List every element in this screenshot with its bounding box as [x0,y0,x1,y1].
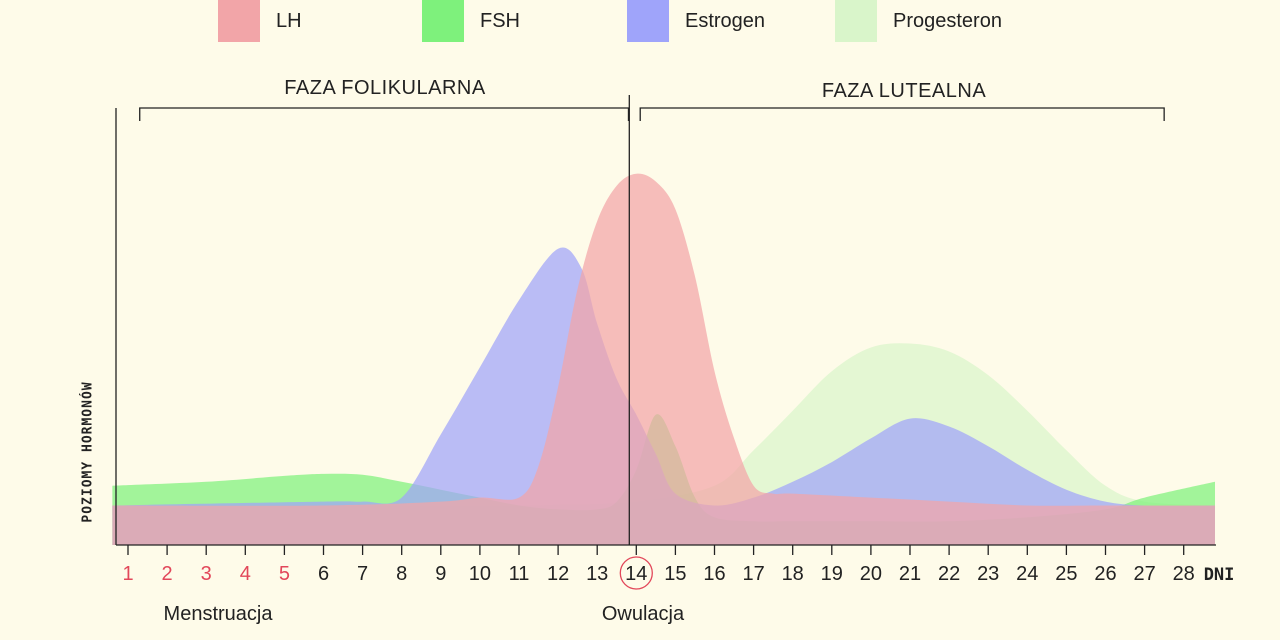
x-tick-label-19: 19 [821,563,843,585]
area-estrogen [112,247,1216,545]
x-tick-label-5: 5 [279,563,290,585]
x-tick-label-14: 14 [625,563,647,585]
x-tick-label-4: 4 [240,563,251,585]
x-tick-label-2: 2 [162,563,173,585]
legend-swatch-estrogen [627,0,669,42]
x-tick-label-23: 23 [977,563,999,585]
legend-swatch-progesteron [835,0,877,42]
x-tick-label-26: 26 [1094,563,1116,585]
phase-label-luteal: FAZA LUTEALNA [821,80,987,102]
x-tick-label-25: 25 [1055,563,1077,585]
x-tick-label-21: 21 [899,563,921,585]
x-tick-label-7: 7 [357,563,368,585]
legend-swatch-lh [218,0,260,42]
x-tick-label-1: 1 [122,563,133,585]
bottom-label-menstruation: Menstruacja [163,603,273,625]
x-tick-label-24: 24 [1016,563,1038,585]
x-tick-label-15: 15 [664,563,686,585]
x-tick-label-27: 27 [1133,563,1155,585]
legend-label-estrogen: Estrogen [685,10,766,32]
x-tick-label-6: 6 [318,563,329,585]
x-tick-label-12: 12 [547,563,569,585]
x-tick-label-9: 9 [435,563,446,585]
x-tick-label-20: 20 [860,563,882,585]
legend-label-progesteron: Progesteron [893,10,1002,32]
y-axis-title: POZIOMY HORMONÓW [80,381,96,523]
x-tick-label-13: 13 [586,563,608,585]
x-tick-label-17: 17 [742,563,764,585]
area-lh [112,173,1216,546]
phase-bracket-2 [639,107,1165,121]
x-tick-label-28: 28 [1173,563,1195,585]
phase-bracket-1 [139,107,630,121]
legend-label-lh: LH [276,10,302,32]
x-axis-title: DNI [1204,565,1235,585]
legend-swatch-fsh [422,0,464,42]
x-tick-label-16: 16 [703,563,725,585]
phase-label-follicular: FAZA FOLIKULARNA [284,77,486,99]
bottom-label-ovulation: Owulacja [601,603,685,625]
x-tick-label-3: 3 [201,563,212,585]
x-tick-label-18: 18 [782,563,804,585]
x-tick-label-11: 11 [509,563,530,585]
x-tick-label-8: 8 [396,563,407,585]
x-tick-label-10: 10 [469,563,491,585]
legend-label-fsh: FSH [480,10,520,32]
ovulation-day-circle [619,556,653,590]
x-tick-label-22: 22 [938,563,960,585]
